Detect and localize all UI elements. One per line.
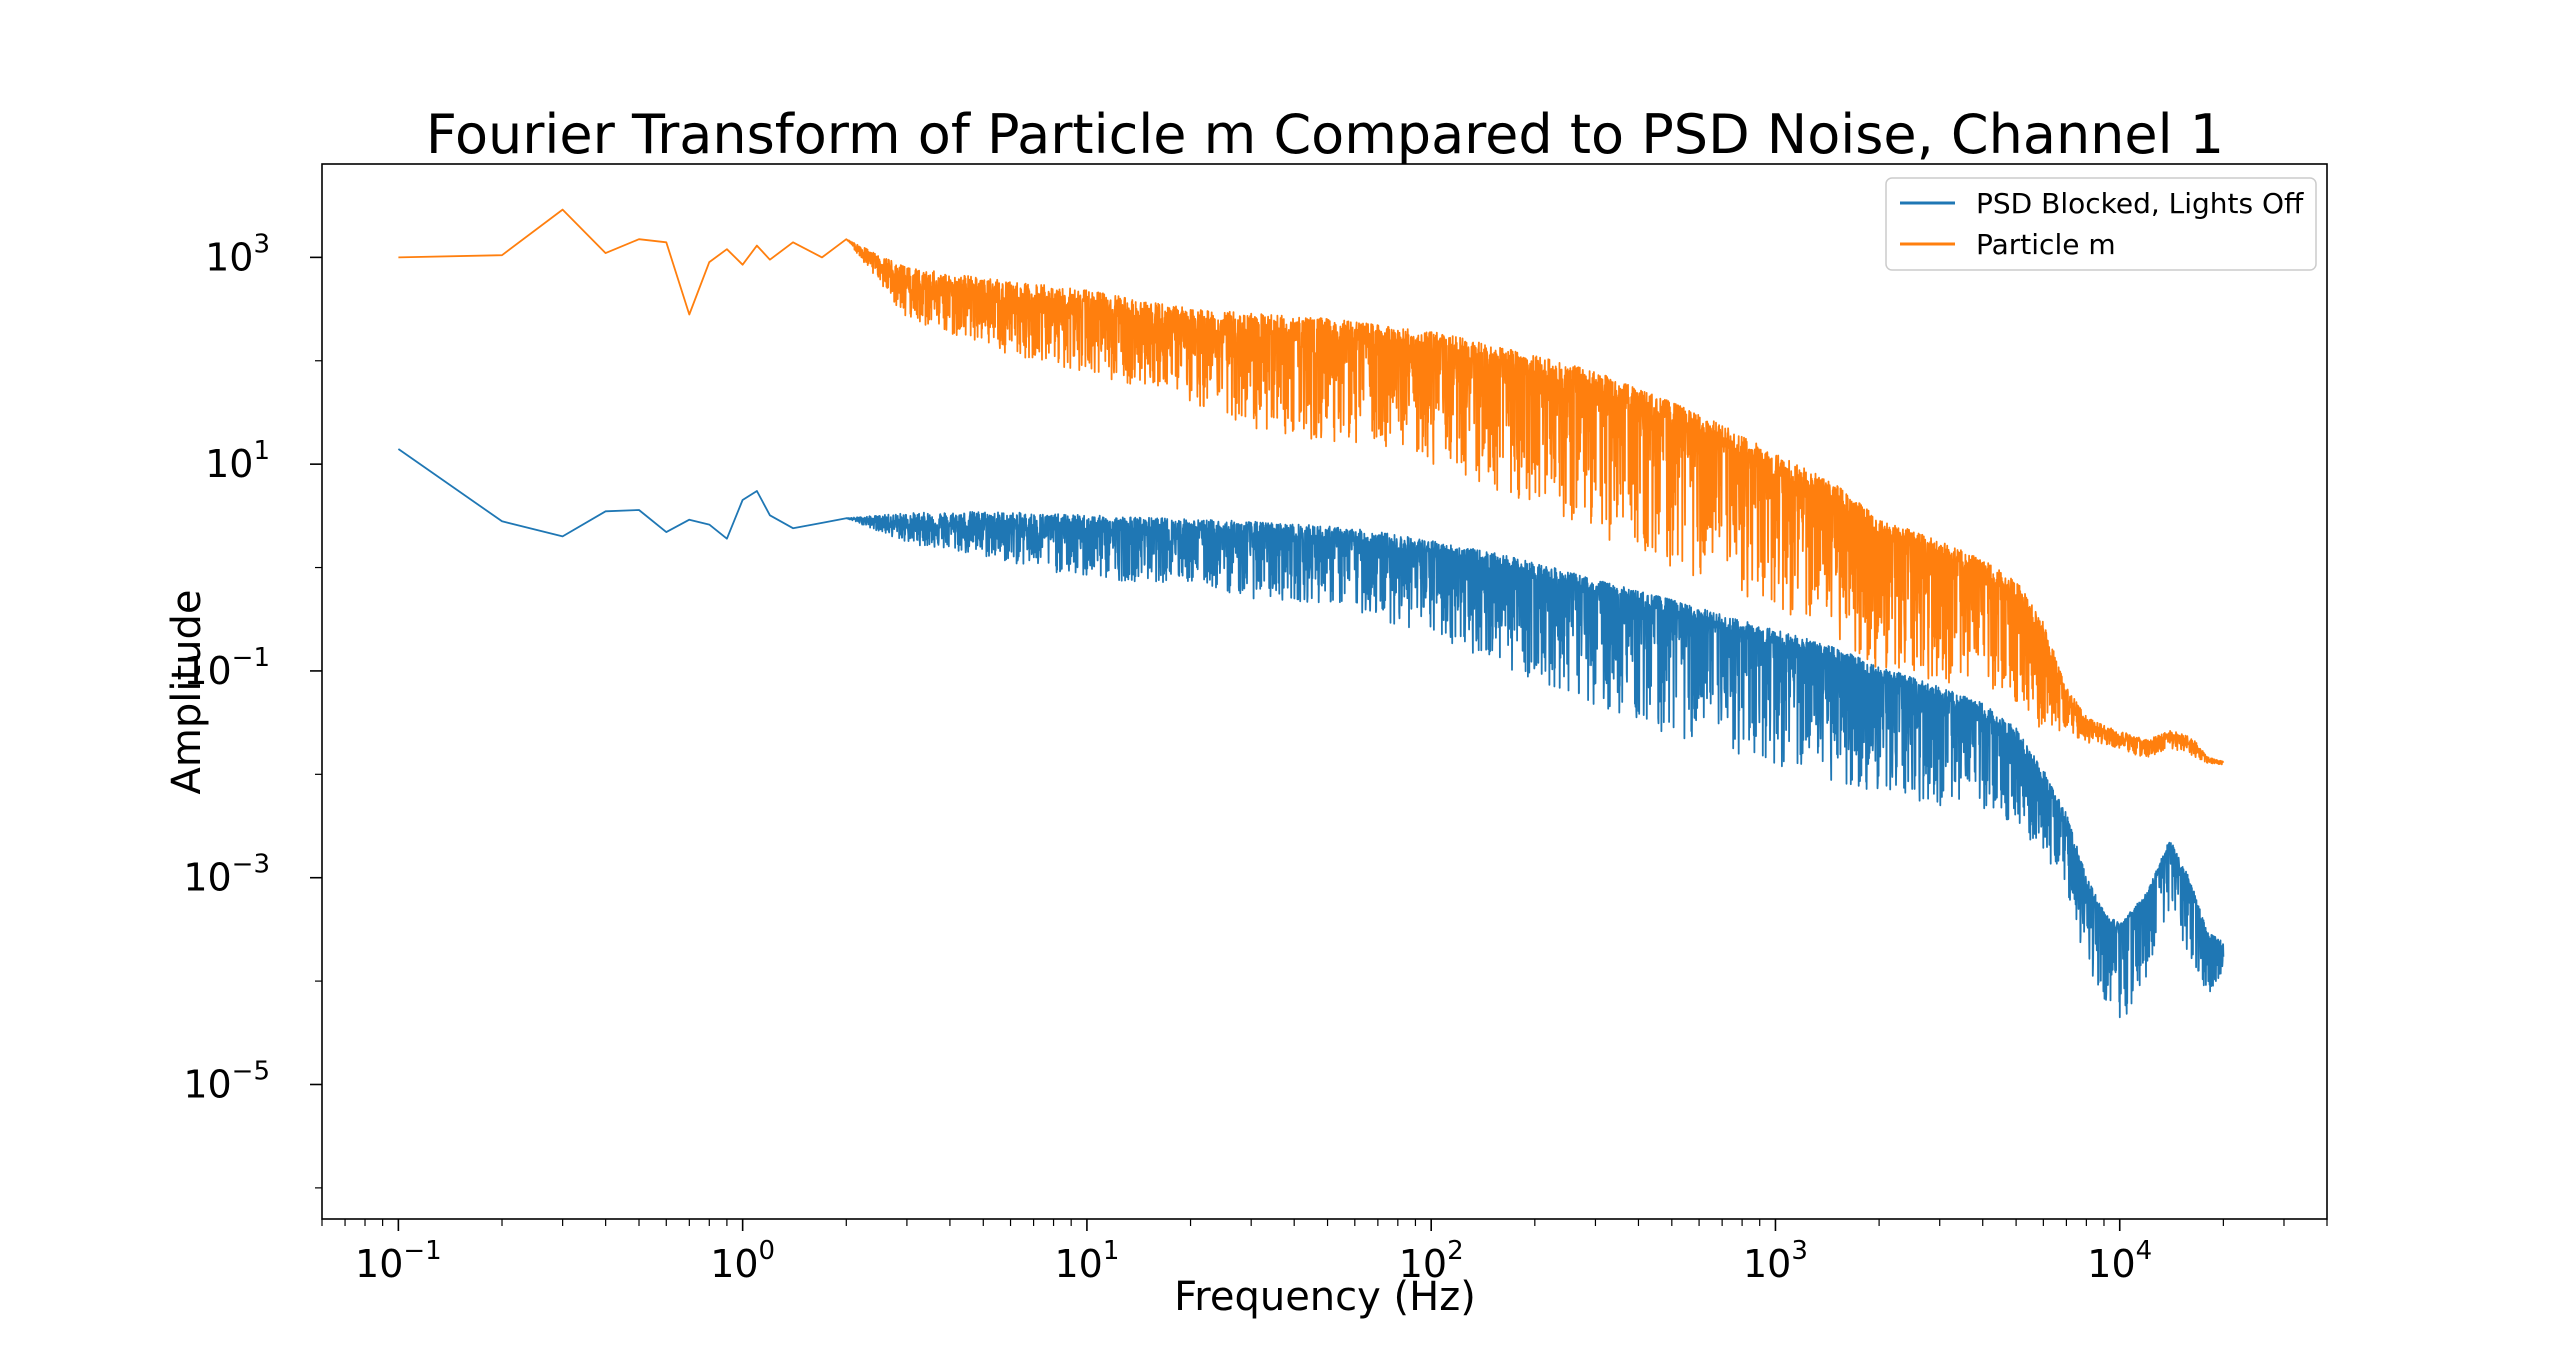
chart-title: Fourier Transform of Particle m Compared… bbox=[426, 103, 2224, 166]
legend: PSD Blocked, Lights Off Particle m bbox=[1885, 177, 2317, 271]
x-tick-label: 102 bbox=[1399, 1236, 1464, 1286]
x-tick-label: 103 bbox=[1743, 1236, 1808, 1286]
y-axis-label: Amplitude bbox=[164, 590, 210, 795]
y-tick-label: 10−5 bbox=[183, 1056, 270, 1106]
x-tick-label: 10−1 bbox=[355, 1236, 442, 1286]
plot-frame bbox=[321, 163, 2328, 1220]
legend-label-psd-blocked: PSD Blocked, Lights Off bbox=[1976, 187, 2304, 220]
series-line-0 bbox=[397, 448, 2225, 1019]
y-tick-label: 101 bbox=[205, 436, 270, 486]
y-tick-label: 10−3 bbox=[183, 850, 270, 900]
x-axis: 10−1 100 101 102 103 104 bbox=[321, 1219, 2328, 1286]
series-layer bbox=[397, 208, 2225, 1019]
x-tick-label: 104 bbox=[2087, 1236, 2152, 1286]
x-axis-label: Frequency (Hz) bbox=[1174, 1274, 1476, 1320]
legend-label-particle-m: Particle m bbox=[1976, 228, 2116, 261]
y-axis: 10−5 10−3 10−1 101 103 bbox=[183, 229, 322, 1189]
y-tick-label: 10−1 bbox=[183, 643, 270, 693]
x-tick-label: 100 bbox=[710, 1236, 775, 1286]
legend-box bbox=[1885, 177, 2317, 271]
y-tick-label: 103 bbox=[205, 229, 270, 279]
series-line-1 bbox=[398, 208, 2225, 766]
x-tick-label: 101 bbox=[1054, 1236, 1119, 1286]
